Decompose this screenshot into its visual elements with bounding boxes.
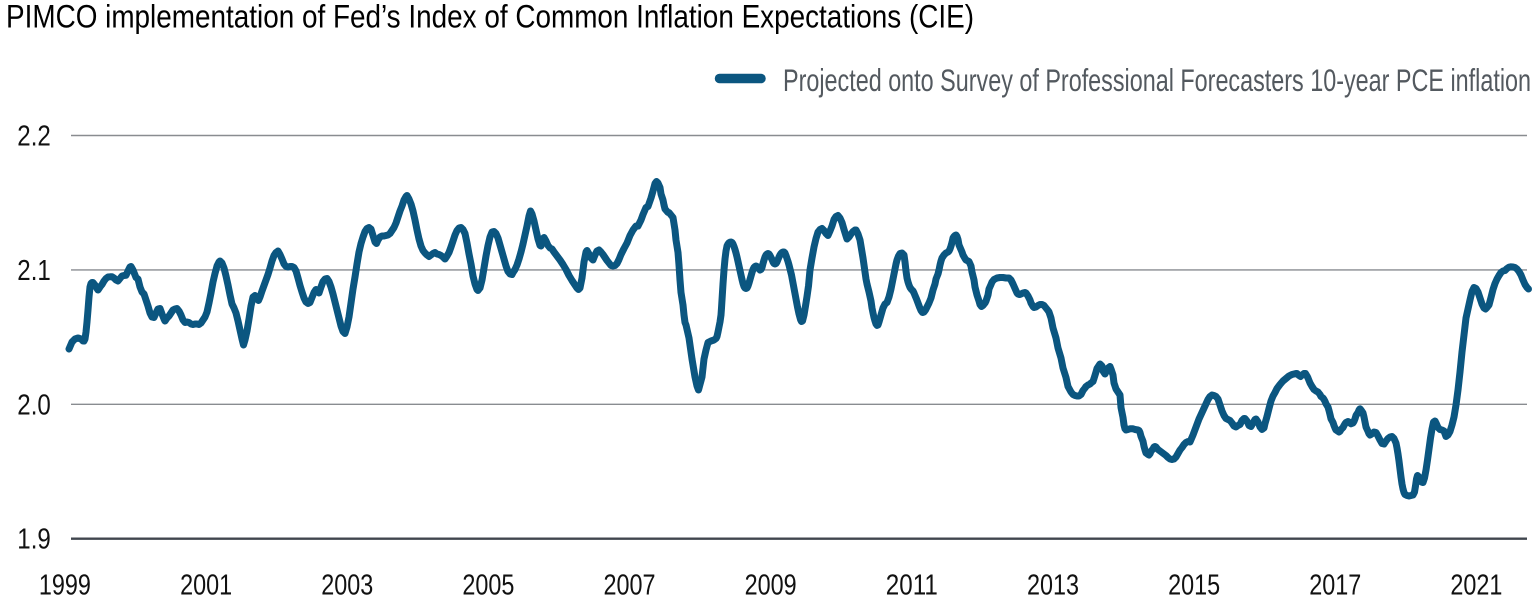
svg-text:PIMCO implementation of Fed’s: PIMCO implementation of Fed’s Index of C… (6, 0, 974, 35)
svg-text:2011: 2011 (886, 570, 938, 600)
svg-text:1999: 1999 (39, 570, 91, 600)
svg-text:2007: 2007 (604, 570, 656, 600)
svg-text:Projected onto Survey of Profe: Projected onto Survey of Professional Fo… (783, 62, 1531, 98)
svg-text:2009: 2009 (745, 570, 797, 600)
svg-text:2017: 2017 (1309, 570, 1361, 600)
svg-text:2.2: 2.2 (17, 121, 51, 153)
svg-text:2.1: 2.1 (17, 255, 51, 287)
svg-text:2003: 2003 (321, 570, 373, 600)
svg-text:2021: 2021 (1450, 570, 1502, 600)
svg-text:2013: 2013 (1027, 570, 1079, 600)
svg-text:2.0: 2.0 (17, 389, 51, 421)
svg-text:1.9: 1.9 (17, 524, 51, 556)
svg-text:2005: 2005 (462, 570, 514, 600)
svg-text:2015: 2015 (1168, 570, 1220, 600)
svg-text:2001: 2001 (180, 570, 232, 600)
